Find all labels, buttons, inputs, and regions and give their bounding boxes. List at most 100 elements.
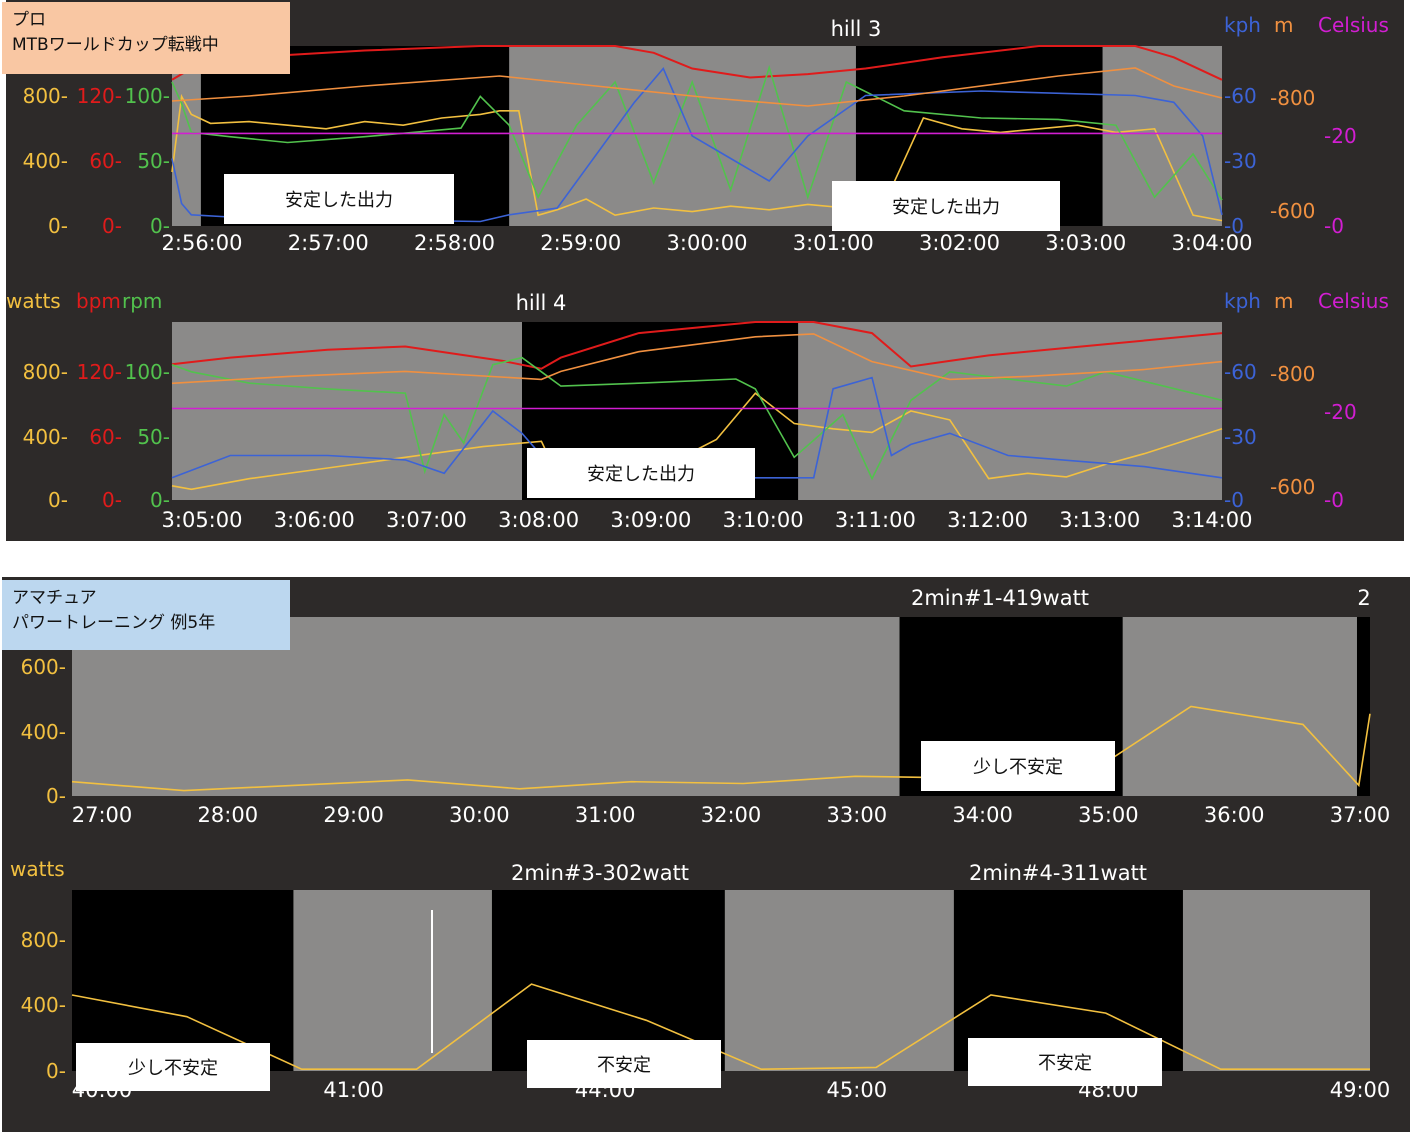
amateur1-ytick-watts-1: 400- [21,720,66,744]
hill4-title: hill 4 [516,291,567,315]
hill4-xtick-0: 3:05:00 [162,508,243,532]
hill4-ytick-celsius-0: -20 [1324,400,1357,424]
amateur1-xtick-2: 29:00 [323,803,384,827]
hill4-ytick-watts-0: 800- [23,360,68,384]
pro-charts: hill 3 2:56:00 2:57:00 2:58:00 2:59:00 3:00:0… [6,13,1389,532]
hill3-ytick-bpm-0: 120- [77,84,122,108]
hill3-xtick-4: 3:00:00 [667,231,748,255]
hill3-ytick-rpm-2: 0- [150,214,170,238]
hill3-xtick-0: 2:56:00 [162,231,243,255]
hill3-ytick-watts-2: 0- [48,214,68,238]
hill4-ytick-m-0: -800 [1270,362,1315,386]
hill4-xtick-8: 3:13:00 [1059,508,1140,532]
amateur1-highlight-1 [1356,617,1370,796]
amateur1-ytick-watts-0: 600- [21,655,66,679]
note-unstable-2: 不安定 [968,1038,1162,1086]
hill3-xtick-8: 3:04:00 [1172,231,1253,255]
amateur1-title: 2min#1-419watt [911,586,1089,610]
amateur1-xtick-0: 27:00 [72,803,133,827]
amateur1-series-watts [71,705,1371,792]
amateur2-highlight-0 [72,890,294,1071]
amateur2-series-watts [71,983,1370,1071]
hill3-xtick-1: 2:57:00 [288,231,369,255]
hill4-series-m [171,333,1223,385]
hill4-axis-title-left-2: rpm [122,289,162,313]
amateur1-xtick-6: 33:00 [827,803,888,827]
hill4-axis-title-left-0: watts [6,289,61,313]
hill4-series-rpm [171,356,1223,481]
hill3-ytick-rpm-0: 100- [125,84,170,108]
hill4-ytick-rpm-1: 50- [137,425,170,449]
amateur1-xtick-1: 28:00 [198,803,259,827]
note-unstable-1: 不安定 [527,1040,721,1088]
hill3-ytick-m-1: -600 [1270,199,1315,223]
amateur2-ytick-watts-2: 0- [46,1059,66,1083]
pro-label: プロ MTBワールドカップ転戦中 [2,2,290,74]
amateur-label-line2: パワートレーニング 例5年 [12,613,216,633]
hill3-title: hill 3 [831,17,882,41]
hill3-ytick-watts-0: 800- [23,84,68,108]
hill4-ytick-m-1: -600 [1270,475,1315,499]
hill4-xtick-3: 3:08:00 [498,508,579,532]
hill4-ytick-bpm-1: 60- [89,425,122,449]
hill3-ytick-celsius-0: -20 [1324,124,1357,148]
hill4-ytick-kph-2: -0 [1224,488,1244,512]
hill4-ytick-celsius-1: -0 [1324,488,1344,512]
hill3-series-rpm [171,64,1223,201]
hill3-axis-title-right-2: Celsius [1318,13,1389,37]
hill3-series-m [171,67,1223,107]
amateur2-ytick-watts-1: 400- [21,993,66,1017]
hill3-ytick-kph-0: -60 [1224,84,1257,108]
hill3-ytick-bpm-1: 60- [89,149,122,173]
hill3-ytick-bpm-2: 0- [102,214,122,238]
hill3-series-bpm [171,45,1223,81]
amateur2-title-2: 2min#4-311watt [969,861,1147,885]
hill4-ytick-kph-1: -30 [1224,425,1257,449]
hill3-xtick-2: 2:58:00 [414,231,495,255]
hill4-series-bpm [171,321,1223,370]
note-stable-2: 安定した出力 [832,181,1060,231]
hill4-xtick-9: 3:14:00 [1172,508,1253,532]
pro-label-line2: MTBワールドカップ転戦中 [12,35,219,55]
hill4-xtick-7: 3:12:00 [947,508,1028,532]
amateur1-xtick-4: 31:00 [575,803,636,827]
hill4-ytick-bpm-0: 120- [77,360,122,384]
amateur1-xtick-8: 35:00 [1078,803,1139,827]
amateur2-xtick-1: 41:00 [323,1078,384,1102]
hill3-xtick-6: 3:02:00 [919,231,1000,255]
amateur-label-line1: アマチュア [12,588,97,608]
hill4-ytick-kph-0: -60 [1224,360,1257,384]
hill4-xtick-6: 3:11:00 [835,508,916,532]
pro-panel: hill 3 2:56:00 2:57:00 2:58:00 2:59:00 3:00:0… [6,0,1404,541]
hill4-ytick-watts-1: 400- [23,425,68,449]
hill3-ytick-watts-1: 400- [23,149,68,173]
hill3-xtick-5: 3:01:00 [793,231,874,255]
note-slightly-unstable-2: 少し不安定 [76,1043,270,1091]
note-stable-3: 安定した出力 [527,448,755,498]
amateur1-xtick-10: 37:00 [1330,803,1391,827]
amateur2-title: 2min#3-302watt [511,861,689,885]
hill4-ytick-rpm-2: 0- [150,488,170,512]
hill4-series-watts [171,392,1223,491]
amateur1-title-right: 2 [1357,586,1370,610]
hill4-axis-title-right-0: kph [1224,289,1261,313]
amateur1-xtick-7: 34:00 [952,803,1013,827]
hill4-axis-title-left-1: bpm [76,289,121,313]
amateur1-xtick-3: 30:00 [449,803,510,827]
hill3-axis-title-right-1: m [1274,13,1293,37]
hill3-xtick-7: 3:03:00 [1045,231,1126,255]
hill3-ytick-kph-2: -0 [1224,214,1244,238]
hill3-ytick-kph-1: -30 [1224,149,1257,173]
hill4-xtick-4: 3:09:00 [610,508,691,532]
amateur1-xtick-9: 36:00 [1204,803,1265,827]
hill3-ytick-m-0: -800 [1270,86,1315,110]
hill3-ytick-celsius-1: -0 [1324,214,1344,238]
amateur1-ytick-watts-2: 0- [46,784,66,808]
hill4-axis-title-right-1: m [1274,289,1293,313]
hill4-xtick-5: 3:10:00 [723,508,804,532]
amateur2-ytick-watts-0: 800- [21,928,66,952]
amateur2-xtick-3: 45:00 [827,1078,888,1102]
amateur-label: アマチュア パワートレーニング 例5年 [2,580,290,650]
hill3-ytick-rpm-1: 50- [137,149,170,173]
note-slightly-unstable-1: 少し不安定 [921,741,1115,791]
